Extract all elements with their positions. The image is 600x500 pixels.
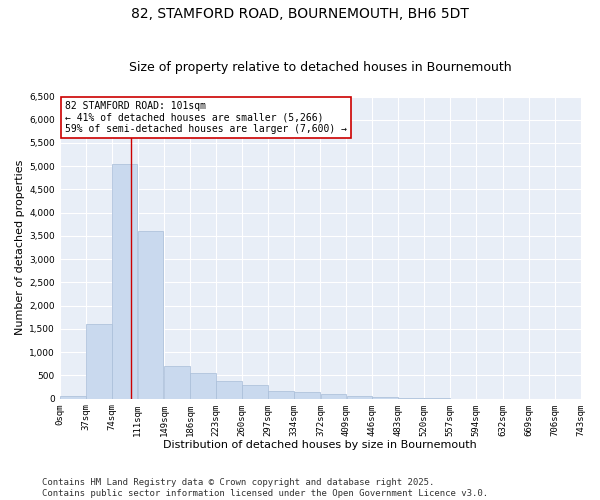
Bar (268, 391, 294, 398)
Text: 82, STAMFORD ROAD, BOURNEMOUTH, BH6 5DT: 82, STAMFORD ROAD, BOURNEMOUTH, BH6 5DT (131, 8, 469, 22)
Title: Size of property relative to detached houses in Bournemouth: Size of property relative to detached ho… (129, 62, 511, 74)
Text: Contains HM Land Registry data © Crown copyright and database right 2025.
Contai: Contains HM Land Registry data © Crown c… (42, 478, 488, 498)
Bar (294, 392, 320, 398)
Bar (242, 385, 268, 398)
Bar (112, 164, 137, 398)
Bar (164, 366, 190, 398)
X-axis label: Distribution of detached houses by size in Bournemouth: Distribution of detached houses by size … (163, 440, 477, 450)
Bar (86, 324, 112, 398)
Bar (216, 381, 242, 398)
Bar (190, 373, 216, 398)
Y-axis label: Number of detached properties: Number of detached properties (15, 160, 25, 336)
Text: 82 STAMFORD ROAD: 101sqm
← 41% of detached houses are smaller (5,266)
59% of sem: 82 STAMFORD ROAD: 101sqm ← 41% of detach… (65, 101, 347, 134)
Bar (138, 232, 163, 398)
Bar (60, 396, 86, 398)
Bar (320, 394, 346, 398)
Bar (347, 396, 372, 398)
